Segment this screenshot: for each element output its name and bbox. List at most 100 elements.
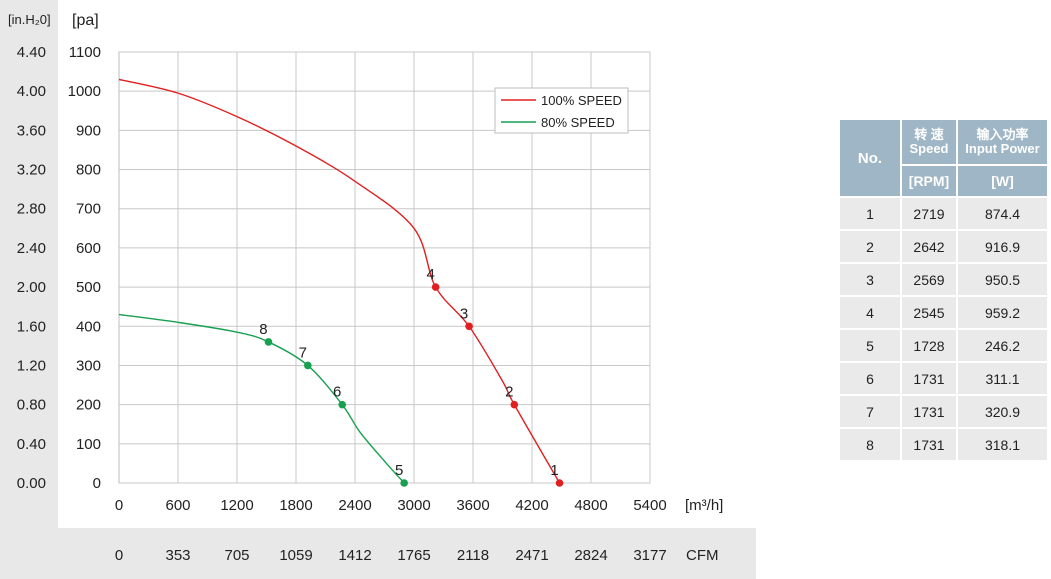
row-no: 2: [838, 229, 902, 264]
unit-speed: [RPM]: [900, 164, 958, 198]
x-alt-tick-label: 1765: [397, 547, 430, 564]
y-right-label: [pa]: [72, 12, 99, 29]
row-no: 4: [838, 295, 902, 330]
x-alt-tick-label: 705: [224, 547, 249, 564]
data-point: [264, 338, 273, 346]
y-pa-tick-label: 800: [76, 162, 101, 179]
y-pa-tick-label: 1100: [69, 44, 101, 61]
table-row: 2 2642 916.9: [838, 229, 1049, 264]
x-tick-label: 5400: [633, 497, 666, 514]
x-alt-unit-label: CFM: [686, 547, 719, 564]
data-point-label: 6: [333, 384, 341, 401]
row-power: 311.1: [956, 361, 1049, 396]
header-speed: 转 速 Speed: [900, 118, 958, 166]
table-row: 8 1731 318.1: [838, 427, 1049, 462]
row-no: 8: [838, 427, 902, 462]
unit-power: [W]: [956, 164, 1049, 198]
x-alt-tick-label: 1412: [338, 547, 371, 564]
left-axis-band: [0, 0, 58, 579]
table-row: 1 2719 874.4: [838, 196, 1049, 231]
bottom-axis-band: [0, 528, 756, 579]
x-tick-label: 600: [165, 497, 190, 514]
y-pa-tick-label: 300: [76, 357, 101, 374]
legend-label: 80% SPEED: [541, 115, 615, 130]
header-speed-en: Speed: [909, 141, 949, 156]
row-speed: 2719: [900, 196, 958, 231]
row-power: 246.2: [956, 328, 1049, 363]
data-point-label: 1: [550, 462, 558, 479]
data-point-label: 7: [299, 344, 307, 361]
x-tick-label: 4800: [574, 497, 607, 514]
y-pa-tick-label: 500: [76, 279, 101, 296]
data-point-label: 3: [460, 305, 468, 322]
row-speed: 2569: [900, 262, 958, 297]
y-inh2o-tick-label: 0.00: [17, 475, 46, 492]
series-line-100: [118, 78, 561, 484]
y-pa-tick-label: 600: [76, 240, 101, 257]
spec-table: No. 转 速 Speed 输入功率 Input Power [RPM] [W]…: [838, 118, 1049, 462]
row-speed: 2642: [900, 229, 958, 264]
y-pa-tick-label: 400: [76, 318, 101, 335]
row-power: 874.4: [956, 196, 1049, 231]
y-inh2o-tick-label: 3.60: [17, 122, 46, 139]
row-speed: 1731: [900, 361, 958, 396]
x-alt-tick-label: 2471: [515, 547, 548, 564]
y-pa-tick-label: 100: [76, 436, 101, 453]
row-power: 959.2: [956, 295, 1049, 330]
x-tick-label: 0: [115, 497, 123, 514]
row-power: 320.9: [956, 394, 1049, 429]
y-inh2o-tick-label: 4.40: [17, 44, 46, 61]
y-inh2o-tick-label: 0.80: [17, 397, 46, 414]
row-no: 3: [838, 262, 902, 297]
data-point: [465, 322, 473, 331]
x-alt-tick-label: 2118: [457, 547, 489, 564]
data-point-label: 4: [426, 266, 434, 283]
y-pa-tick-label: 900: [76, 122, 101, 139]
legend-label: 100% SPEED: [541, 93, 622, 108]
header-power: 输入功率 Input Power: [956, 118, 1049, 166]
table-row: 4 2545 959.2: [838, 295, 1049, 330]
header-speed-cn: 转 速: [914, 127, 944, 142]
header-power-cn: 输入功率: [976, 127, 1029, 142]
y-left-label: [in.H₂0]: [8, 12, 51, 27]
y-inh2o-tick-label: 4.00: [17, 83, 46, 100]
x-unit-label: [m³/h]: [685, 497, 723, 514]
y-inh2o-tick-label: 2.40: [17, 240, 46, 257]
y-inh2o-tick-label: 1.60: [17, 318, 46, 335]
y-inh2o-tick-label: 0.40: [17, 436, 46, 453]
performance-chart: 0060035312007051800105924001412300017653…: [8, 12, 723, 564]
x-tick-label: 3000: [397, 497, 430, 514]
x-tick-label: 4200: [515, 497, 548, 514]
y-inh2o-tick-label: 1.20: [17, 357, 46, 374]
data-point: [510, 400, 519, 409]
y-pa-tick-label: 1000: [68, 83, 101, 100]
header-power-en: Input Power: [965, 141, 1040, 156]
x-tick-label: 1200: [220, 497, 253, 514]
y-pa-tick-label: 200: [76, 397, 101, 414]
row-power: 916.9: [956, 229, 1049, 264]
data-point: [431, 283, 440, 291]
y-inh2o-tick-label: 2.00: [17, 279, 46, 296]
data-point-label: 5: [395, 462, 403, 479]
table-row: 3 2569 950.5: [838, 262, 1049, 297]
row-speed: 2545: [900, 295, 958, 330]
x-alt-tick-label: 353: [165, 547, 190, 564]
x-tick-label: 2400: [338, 497, 371, 514]
data-point: [555, 479, 564, 487]
row-power: 950.5: [956, 262, 1049, 297]
row-speed: 1728: [900, 328, 958, 363]
x-alt-tick-label: 3177: [633, 547, 666, 564]
table-row: 7 1731 320.9: [838, 394, 1049, 429]
table-row: 6 1731 311.1: [838, 361, 1049, 396]
y-inh2o-tick-label: 2.80: [17, 201, 46, 218]
x-alt-tick-label: 2824: [574, 547, 607, 564]
legend-box: [494, 87, 629, 134]
x-tick-label: 3600: [456, 497, 489, 514]
data-point: [400, 479, 408, 487]
table-row: 5 1728 246.2: [838, 328, 1049, 363]
x-alt-tick-label: 0: [115, 547, 123, 564]
y-inh2o-tick-label: 3.20: [17, 162, 46, 179]
row-no: 5: [838, 328, 902, 363]
data-point-label: 8: [259, 321, 267, 338]
data-point-label: 2: [505, 384, 513, 401]
